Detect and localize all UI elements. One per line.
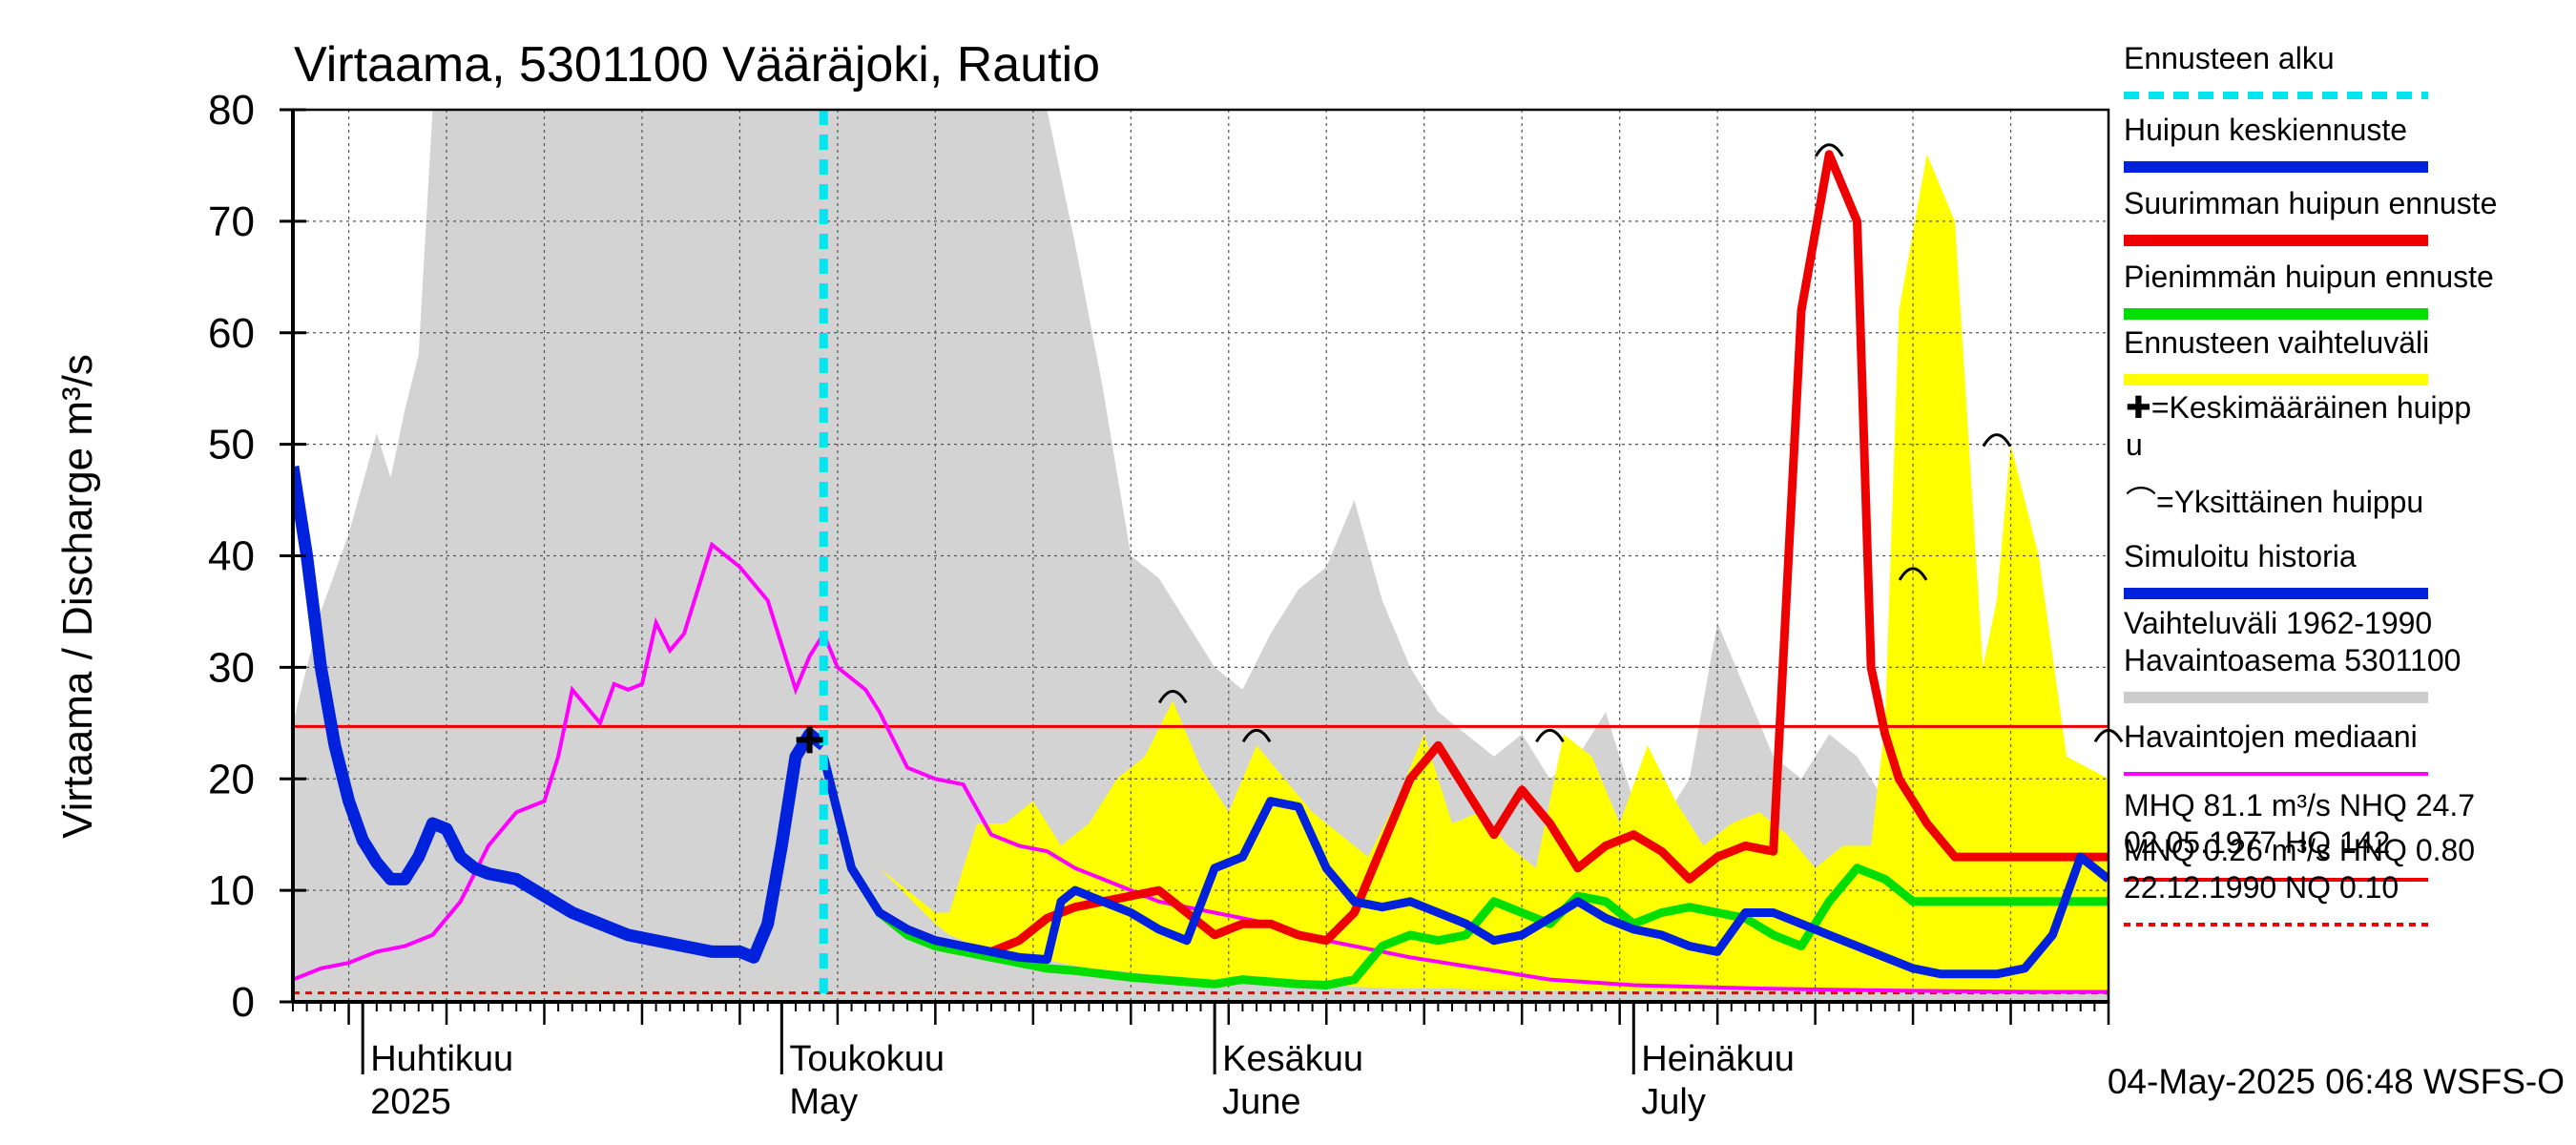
- x-month-sublabel: June: [1222, 1082, 1300, 1122]
- chart-title: Virtaama, 5301100 Vääräjoki, Rautio: [294, 37, 1100, 93]
- x-month-label: Heinäkuu: [1641, 1039, 1795, 1079]
- y-tick-label: 50: [208, 422, 255, 468]
- forecast-range-band: [823, 154, 2109, 991]
- max-peak-forecast-line: [819, 150, 2109, 956]
- legend: Ennusteen alku Huipun keskiennuste Suurimm…: [2124, 41, 2497, 926]
- y-axis-label: Virtaama / Discharge m³/s: [54, 354, 101, 839]
- plot-area: [293, 109, 2124, 1003]
- y-tick-label: 60: [208, 310, 255, 357]
- y-tick-label: 0: [232, 979, 255, 1026]
- x-month-label: Kesäkuu: [1222, 1039, 1363, 1079]
- x-month-sublabel: July: [1641, 1082, 1706, 1122]
- single-peak-marker: [1898, 567, 1928, 581]
- plot-content: [293, 109, 2109, 1003]
- mean-peak-forecast-line: [819, 755, 2109, 979]
- legend-label: ⌒=Yksittäinen huippu: [2126, 485, 2423, 519]
- legend-label: Vaihteluväli 1962-1990: [2124, 606, 2432, 640]
- y-tick-label: 70: [208, 198, 255, 245]
- legend-label: Simuloitu historia: [2124, 539, 2357, 573]
- legend-label: Pienimmän huipun ennuste: [2124, 260, 2494, 294]
- legend-label: ✚=Keskimääräinen huipp: [2126, 390, 2471, 425]
- legend-label: Suurimman huipun ennuste: [2124, 186, 2497, 220]
- single-peak-marker: [1535, 728, 1565, 743]
- y-tick-label: 40: [208, 533, 255, 580]
- footer-timestamp: 04-May-2025 06:48 WSFS-O: [2108, 1062, 2565, 1101]
- x-month-sublabel: 2025: [370, 1082, 451, 1122]
- mean-peak-marker: [796, 726, 823, 754]
- y-tick-label: 10: [208, 867, 255, 914]
- legend-label: Ennusteen vaihteluväli: [2124, 325, 2429, 360]
- min-peak-forecast-line: [819, 755, 2109, 989]
- legend-label: Huipun keskiennuste: [2124, 113, 2407, 147]
- legend-label-line2: 22.12.1990 NQ 0.10: [2124, 870, 2399, 905]
- single-peak-marker: [1241, 728, 1272, 743]
- single-peak-marker: [1814, 143, 1844, 157]
- simulated-history-line: [293, 465, 828, 964]
- x-month-label: Toukokuu: [789, 1039, 945, 1079]
- single-peak-marker: [1157, 689, 1188, 704]
- legend-label-line2: Havaintoasema 5301100: [2124, 643, 2461, 677]
- y-tick-label: 20: [208, 756, 255, 802]
- legend-label: Havaintojen mediaani: [2124, 719, 2418, 754]
- historical-range-band: [293, 110, 2109, 1002]
- single-peak-marker: [1982, 433, 2012, 448]
- x-month-sublabel: May: [789, 1082, 858, 1122]
- legend-label-line2: 02.05.1977 HQ 142: [2124, 825, 2390, 860]
- y-tick-label: 80: [208, 87, 255, 134]
- x-month-label: Huhtikuu: [370, 1039, 513, 1079]
- legend-label: MNQ 0.26 m³/s HNQ 0.80: [2124, 833, 2475, 867]
- y-tick-label: 30: [208, 644, 255, 691]
- legend-label: Ennusteen alku: [2124, 41, 2335, 75]
- legend-label: MHQ 81.1 m³/s NHQ 24.7: [2124, 788, 2475, 822]
- legend-label-line2: u: [2126, 427, 2143, 462]
